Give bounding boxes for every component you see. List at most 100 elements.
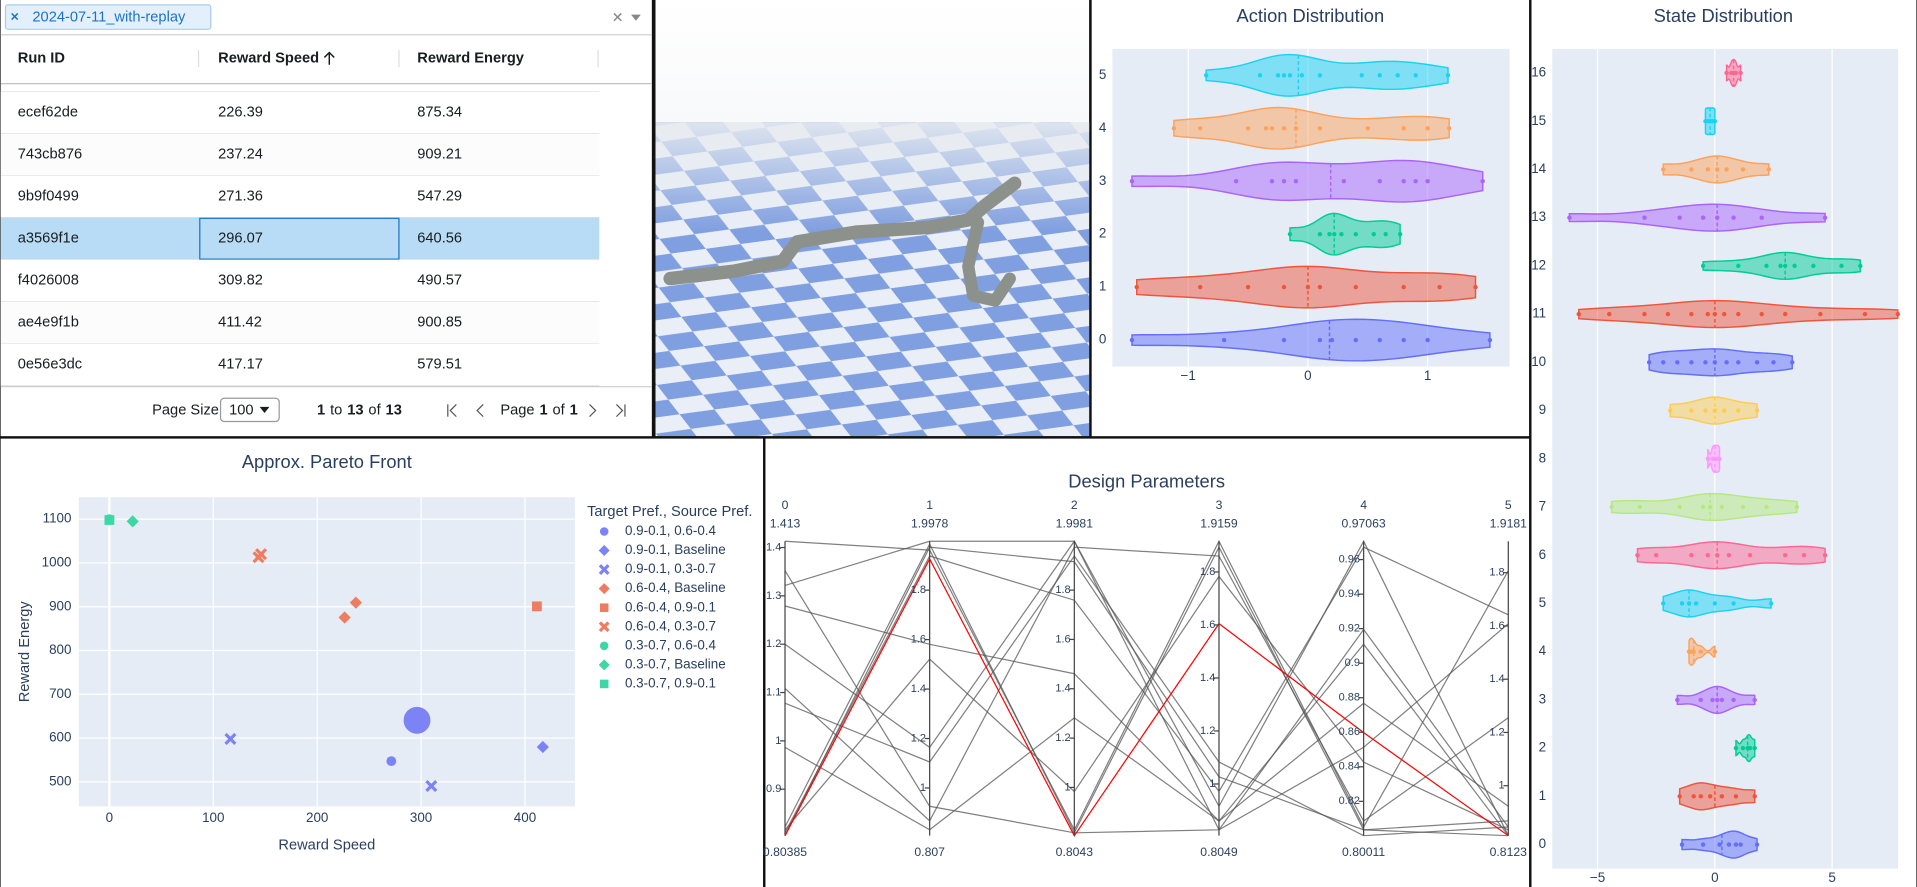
legend-label[interactable]: 0.9-0.1, 0.3-0.7 xyxy=(625,561,716,576)
select-caret xyxy=(259,406,270,413)
y-tick-label: 10 xyxy=(1531,354,1546,369)
filter-chip[interactable] xyxy=(4,4,212,30)
violin-point xyxy=(1353,231,1359,237)
legend-label[interactable]: 0.3-0.7, 0.6-0.4 xyxy=(625,637,717,652)
x-axis-label: Reward Speed xyxy=(278,837,375,853)
violin-point xyxy=(1327,231,1332,237)
violin-point xyxy=(1653,553,1659,558)
violin-point xyxy=(1317,126,1323,131)
violin-point xyxy=(1269,179,1275,184)
violin-point xyxy=(1783,311,1788,317)
range-min-label: 0.8043 xyxy=(1056,845,1094,859)
axis-tick-label: 1.6 xyxy=(1055,633,1070,645)
violin-point xyxy=(1395,73,1400,78)
violin-point xyxy=(1281,179,1287,184)
legend-label[interactable]: 0.3-0.7, Baseline xyxy=(625,656,726,671)
violin-point xyxy=(1401,284,1406,290)
axis-tick-label: 0.94 xyxy=(1339,588,1360,600)
legend-marker xyxy=(599,641,609,651)
y-tick-label: 4 xyxy=(1539,643,1547,658)
row-summary-part: 13 xyxy=(347,402,363,418)
violin-point xyxy=(1764,504,1769,510)
prev-page-icon[interactable] xyxy=(476,403,484,418)
violin-point xyxy=(1245,126,1251,131)
range-min-label: 0.807 xyxy=(914,845,945,859)
violin-point xyxy=(1425,126,1430,131)
violin-point xyxy=(1401,179,1406,184)
table-row[interactable] xyxy=(0,217,600,260)
violin-point xyxy=(1675,697,1680,703)
page-summary-part: of xyxy=(553,402,566,418)
violin-point xyxy=(1635,553,1640,558)
violin-point xyxy=(1766,167,1771,172)
violin-point xyxy=(1858,263,1863,269)
marker xyxy=(531,601,542,612)
parcoords-line xyxy=(784,575,1509,831)
violin-point xyxy=(1794,504,1800,510)
page-size-select[interactable] xyxy=(219,397,280,423)
violin-point xyxy=(1329,337,1335,343)
legend-label[interactable]: 0.6-0.4, 0.3-0.7 xyxy=(625,618,716,633)
x-tick-label: 100 xyxy=(202,810,224,825)
legend-label[interactable]: 0.3-0.7, 0.9-0.1 xyxy=(625,675,716,690)
violin-point xyxy=(1275,73,1281,78)
row-summary-part: of xyxy=(368,402,381,418)
violin-point xyxy=(1281,126,1287,131)
violin-point xyxy=(1446,126,1452,131)
chart-title: Approx. Pareto Front xyxy=(242,451,412,472)
violin-point xyxy=(1661,601,1666,606)
legend-label[interactable]: 0.9-0.1, 0.6-0.4 xyxy=(625,523,717,538)
x-tick-label: 300 xyxy=(410,810,432,825)
table-row[interactable] xyxy=(0,133,600,176)
y-tick-label: 600 xyxy=(49,730,71,745)
chip-remove-icon[interactable] xyxy=(11,12,19,21)
x-tick-label: 0 xyxy=(1304,368,1311,383)
axis-tick-label: 1.4 xyxy=(1055,683,1070,695)
table-row[interactable] xyxy=(0,343,600,386)
last-page-icon[interactable] xyxy=(615,403,626,418)
violin-point xyxy=(1703,408,1708,413)
dimension-label: 5 xyxy=(1505,498,1512,512)
dropdown-icon[interactable] xyxy=(631,14,641,21)
next-page-icon[interactable] xyxy=(589,403,597,418)
legend-label[interactable]: 0.9-0.1, Baseline xyxy=(625,542,726,557)
violin-point xyxy=(1747,745,1753,751)
column-header[interactable]: Reward Speed xyxy=(218,51,319,67)
range-min-label: 0.80385 xyxy=(763,845,807,859)
axis-tick-label: 0.84 xyxy=(1339,761,1360,773)
violin-point xyxy=(1862,311,1868,317)
violin-point xyxy=(1778,263,1783,269)
table-row[interactable] xyxy=(0,301,600,344)
clear-icon[interactable] xyxy=(613,12,622,22)
violin-point xyxy=(1425,179,1430,184)
violin-point xyxy=(1197,284,1203,290)
violin-point xyxy=(1738,842,1743,847)
column-header[interactable]: Run ID xyxy=(18,51,65,67)
axis-tick-label: 0.86 xyxy=(1339,726,1360,738)
table-row[interactable] xyxy=(0,259,600,302)
violin-point xyxy=(1752,697,1757,703)
column-header[interactable]: Reward Energy xyxy=(417,51,525,67)
y-tick-label: 5 xyxy=(1099,67,1106,82)
legend-label[interactable]: 0.6-0.4, 0.9-0.1 xyxy=(625,599,716,614)
violin-point xyxy=(1712,311,1718,317)
violin-point xyxy=(1134,284,1139,290)
violin-point xyxy=(1719,697,1725,703)
table-cell: a3569f1e xyxy=(18,231,79,247)
violin-point xyxy=(1700,263,1706,269)
plot-area xyxy=(1112,48,1510,367)
axis-tick-label: 1.4 xyxy=(911,683,926,695)
legend-marker xyxy=(598,659,610,671)
sort-arrow-icon xyxy=(323,51,335,65)
violin-point xyxy=(1637,504,1642,510)
legend-label[interactable]: 0.6-0.4, Baseline xyxy=(625,580,726,595)
table-row[interactable] xyxy=(0,175,600,218)
violin-point xyxy=(1700,504,1706,510)
violin-point xyxy=(1371,231,1376,237)
table-row[interactable] xyxy=(0,91,600,134)
violin-point xyxy=(1661,167,1666,172)
axis-tick-label: 1.4 xyxy=(1489,673,1504,685)
violin-point xyxy=(1731,215,1736,220)
first-page-icon[interactable] xyxy=(447,403,457,418)
page-summary-part: Page xyxy=(500,402,534,418)
